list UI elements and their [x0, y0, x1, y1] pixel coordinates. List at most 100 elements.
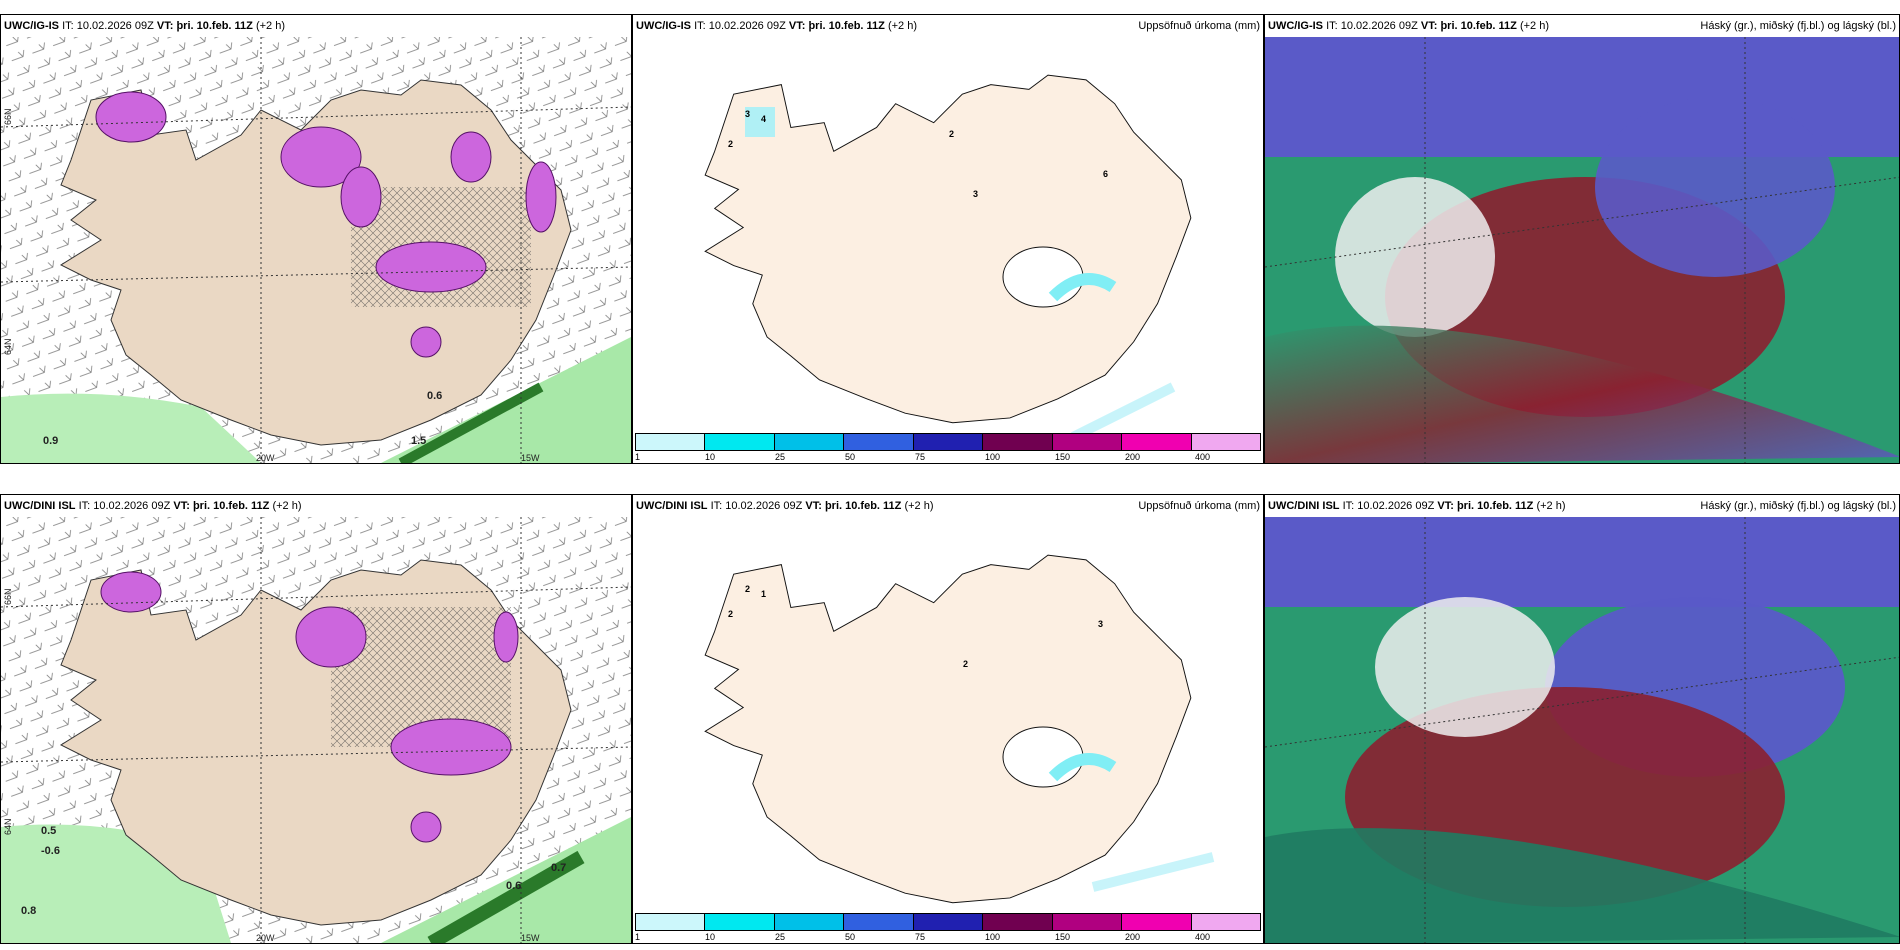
panel-header: UWC/DINI ISL IT: 10.02.2026 09Z VT: þri.… [1265, 495, 1899, 517]
vt-value: þri. 10.feb. 11Z [176, 20, 253, 32]
model-name: UWC/IG-IS [636, 20, 691, 32]
panel-header: UWC/IG-IS IT: 10.02.2026 09Z VT: þri. 10… [1265, 15, 1899, 37]
panel-header: UWC/IG-IS IT: 10.02.2026 09Z VT: þri. 10… [633, 15, 1263, 37]
colorbar-swatch [1052, 914, 1123, 930]
colorbar-tick: 200 [1125, 452, 1141, 462]
colorbar-swatch [1122, 914, 1192, 930]
it-value: 10.02.2026 09Z [1357, 500, 1435, 512]
vt-value: þri. 10.feb. 11Z [192, 500, 270, 512]
colorbar-tick: 10 [705, 932, 716, 942]
lead-time: (+2 h) [1536, 500, 1566, 512]
model-name: UWC/IG-IS [4, 20, 59, 32]
colorbar-tick: 50 [845, 452, 856, 462]
colorbar-tick: 10 [705, 452, 716, 462]
value-label: 1.5 [411, 435, 427, 447]
precip-value: 3 [973, 189, 978, 199]
colorbar-swatch [1191, 434, 1260, 450]
value-label: -0.6 [41, 845, 60, 857]
it-label: IT: [1326, 20, 1338, 32]
lat-label-64: 64N [3, 818, 13, 835]
colorbar-swatch [1052, 434, 1123, 450]
it-value: 10.02.2026 09Z [76, 20, 154, 32]
panel-precip-bottom: UWC/DINI ISL IT: 10.02.2026 09Z VT: þri.… [632, 494, 1264, 944]
lon-label-15: 15W [521, 453, 540, 463]
colorbar-tick: 25 [775, 932, 786, 942]
iceland-outline [704, 74, 1192, 424]
precip-map: 2 1 2 2 3 [704, 554, 1215, 904]
panel-header: UWC/IG-IS IT: 10.02.2026 09Z VT: þri. 10… [1, 15, 631, 37]
colorbar-tick: 25 [775, 452, 786, 462]
vt-label: VT: [1437, 500, 1454, 512]
lead-time: (+2 h) [887, 20, 917, 32]
colorbar-swatch [913, 434, 984, 450]
cloud-map [1265, 37, 1899, 463]
vt-label: VT: [788, 20, 806, 32]
panel-cloud-bottom: UWC/DINI ISL IT: 10.02.2026 09Z VT: þri.… [1264, 494, 1900, 944]
it-value: 10.02.2026 09Z [1340, 20, 1418, 32]
lon-label-15: 15W [521, 933, 540, 943]
model-name: UWC/DINI ISL [1268, 500, 1340, 512]
panel-wind-bottom: UWC/DINI ISL IT: 10.02.2026 09Z VT: þri.… [0, 494, 632, 944]
model-name: UWC/DINI ISL [636, 500, 708, 512]
colorbar-swatch [705, 914, 775, 930]
colorbar-swatch [844, 434, 914, 450]
precip-area [1048, 273, 1117, 302]
value-label: 0.6 [427, 390, 443, 402]
model-name: UWC/IG-IS [1268, 20, 1323, 32]
vt-value: þri. 10.feb. 11Z [824, 500, 902, 512]
value-label: 0.8 [21, 905, 37, 917]
model-name: UWC/DINI ISL [4, 500, 76, 512]
cloud-title: Háský (gr.), miðský (fj.bl.) og lágský (… [1700, 20, 1896, 32]
precip-value: 2 [745, 584, 750, 594]
precip-value: 3 [1098, 619, 1103, 629]
it-label: IT: [62, 20, 74, 32]
it-label: IT: [710, 500, 723, 512]
panel-header: UWC/DINI ISL IT: 10.02.2026 09Z VT: þri.… [1, 495, 631, 517]
wind-map [1, 37, 631, 463]
colorbar-tick: 400 [1195, 452, 1211, 462]
precip-value: 2 [728, 609, 733, 619]
colorbar-swatch [1122, 434, 1192, 450]
it-value: 10.02.2026 09Z [725, 500, 803, 512]
value-label: 0.5 [41, 825, 57, 837]
wind-map [1, 517, 631, 943]
colorbar-swatch [774, 434, 845, 450]
lat-label-64: 64N [3, 338, 13, 355]
vt-value: þri. 10.feb. 11Z [1440, 20, 1517, 32]
vt-value: þri. 10.feb. 11Z [1456, 500, 1534, 512]
lat-label-66: 66N [3, 108, 13, 125]
lead-time: (+2 h) [904, 500, 934, 512]
vt-label: VT: [156, 20, 174, 32]
colorbar-tick: 100 [985, 932, 1001, 942]
colorbar [635, 433, 1261, 451]
panel-wind-top: UWC/IG-IS IT: 10.02.2026 09Z VT: þri. 10… [0, 14, 632, 464]
precip-value: 2 [949, 129, 954, 139]
panel-precip-top: UWC/IG-IS IT: 10.02.2026 09Z VT: þri. 10… [632, 14, 1264, 464]
lon-label-20: 20W [256, 453, 275, 463]
colorbar [635, 913, 1261, 931]
colorbar-swatch [913, 914, 984, 930]
colorbar-swatch [774, 914, 845, 930]
precip-value: 2 [728, 139, 733, 149]
precip-value: 6 [1103, 169, 1108, 179]
colorbar-tick: 75 [915, 452, 926, 462]
precip-value: 2 [963, 659, 968, 669]
colorbar-swatch [983, 914, 1053, 930]
colorbar-swatch [705, 434, 775, 450]
colorbar-ticks: 1 10 25 50 75 100 150 200 400 [635, 452, 1261, 462]
colorbar-tick: 100 [985, 452, 1001, 462]
colorbar-ticks: 1 10 25 50 75 100 150 200 400 [635, 932, 1261, 942]
colorbar-tick: 1 [635, 452, 641, 462]
precip-area [745, 107, 775, 137]
precip-area [1048, 753, 1117, 782]
iceland-outline [704, 554, 1192, 904]
it-label: IT: [78, 500, 91, 512]
vt-value: þri. 10.feb. 11Z [808, 20, 885, 32]
it-value: 10.02.2026 09Z [93, 500, 171, 512]
colorbar-tick: 75 [915, 932, 926, 942]
sea-precip-area [1, 393, 261, 463]
precip-area [1091, 852, 1215, 892]
precip-title: Uppsöfnuð úrkoma (mm) [1138, 20, 1260, 32]
precip-value: 4 [761, 114, 766, 124]
lead-time: (+2 h) [1519, 20, 1549, 32]
